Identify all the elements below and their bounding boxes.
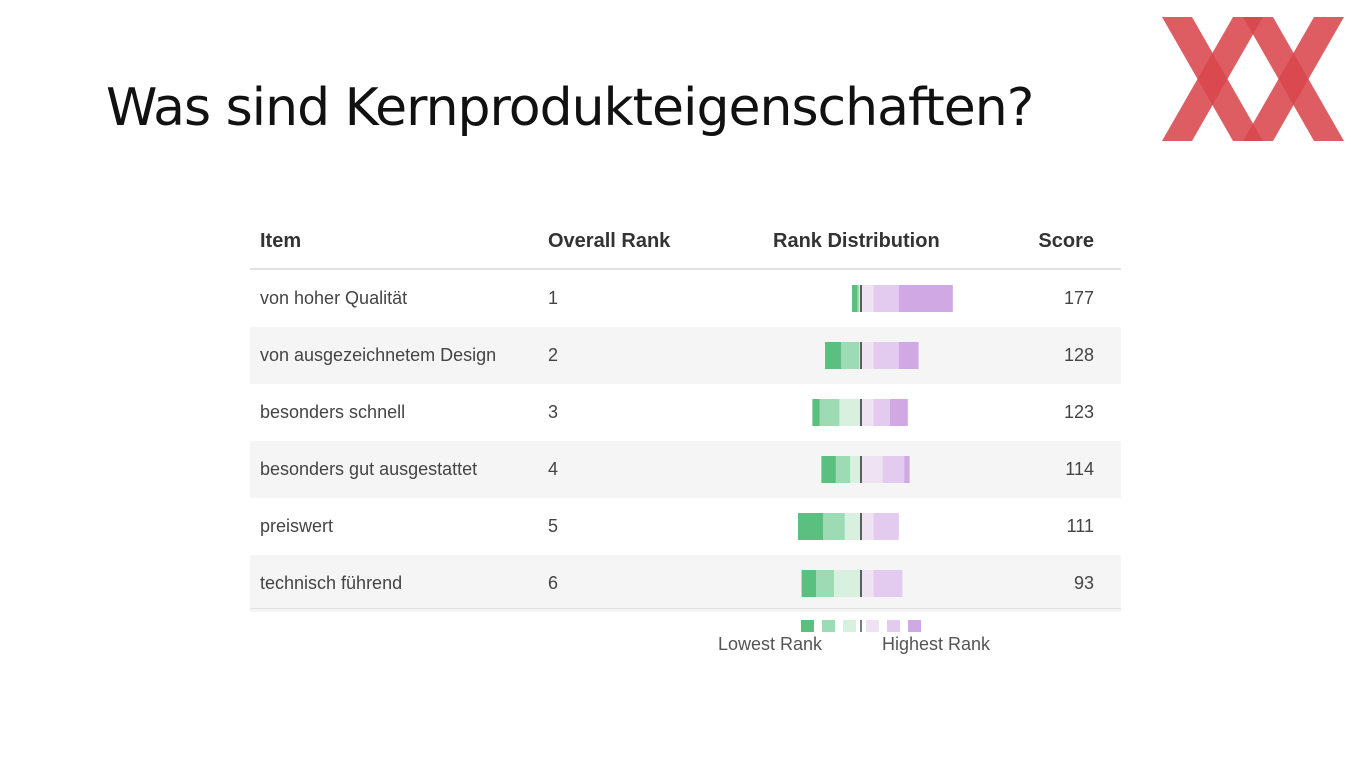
rank-distribution-bar [801,570,903,597]
row-overall-rank: 2 [548,344,559,365]
legend-swatch-rank-5-segment [822,620,835,632]
header-item[interactable]: Item [260,229,302,252]
legend-swatch-rank-6-segment [801,620,814,632]
table-row: besonders gut ausgestattet 4 114 [250,441,1121,498]
rank-3-segment [861,285,874,312]
row-item-label: preiswert [260,515,334,536]
row-item-label: technisch führend [260,572,403,593]
rank-6-segment [801,570,816,597]
table-header: Item Overall Rank Rank Distribution Scor… [250,214,1121,270]
table-row: von ausgezeichnetem Design 2 128 [250,327,1121,384]
rank-1-segment [889,399,908,426]
rank-6-segment [821,456,836,483]
rank-distribution-bar [825,342,919,369]
row-score: 128 [1063,344,1094,365]
rank-6-segment [825,342,842,369]
rank-5-segment [819,399,840,426]
rank-5-segment [841,342,860,369]
brand-logo [1162,17,1344,141]
rank-5-segment [823,513,845,540]
rank-6-segment [812,399,820,426]
rank-2-segment [873,513,899,540]
legend-swatch-rank-2-segment [887,620,900,632]
table-bottom-border [250,608,1121,609]
rank-1-segment [904,456,910,483]
rank-2-segment [873,342,899,369]
rank-6-segment [852,285,858,312]
header-rank-distribution[interactable]: Rank Distribution [773,229,940,252]
rank-4-segment [850,456,861,483]
legend-lowest-rank: Lowest Rank [718,634,823,654]
rank-4-segment [844,513,861,540]
row-item-label: von ausgezeichnetem Design [260,344,497,365]
rank-distribution-bar [821,456,910,483]
legend-swatch-rank-1-segment [908,620,921,632]
rank-3-segment [861,513,874,540]
rank-5-segment [816,570,834,597]
row-overall-rank: 5 [548,515,559,536]
rank-5-segment [857,285,860,312]
legend-swatch-rank-4-segment [843,620,856,632]
rank-5-segment [835,456,851,483]
rank-2-segment [873,285,899,312]
table-row: preiswert 5 111 [250,498,1121,555]
rank-6-segment [798,513,824,540]
rank-distribution-bar [798,513,899,540]
row-item-label: besonders schnell [260,401,406,422]
rank-2-segment [882,456,905,483]
row-score: 111 [1066,515,1094,536]
table-row: von hoher Qualität 1 177 [250,270,1121,327]
row-score: 177 [1063,287,1094,308]
rank-1-segment [898,285,953,312]
slide-title: Was sind Kernprodukteigenschaften? [106,78,1034,138]
row-item-label: von hoher Qualität [260,287,408,308]
rank-2-segment [873,399,890,426]
row-score: 123 [1063,401,1094,422]
rank-2-segment [873,570,903,597]
rank-4-segment [859,285,861,312]
legend-highest-rank: Highest Rank [882,634,991,654]
row-overall-rank: 3 [548,401,559,422]
rank-4-segment [834,570,861,597]
rank-1-segment [898,342,919,369]
rank-3-segment [861,342,874,369]
row-item-label: besonders gut ausgestattet [260,458,478,479]
rank-4-segment [839,399,861,426]
rank-3-segment [861,399,874,426]
row-overall-rank: 6 [548,572,559,593]
header-score[interactable]: Score [1038,229,1094,252]
row-overall-rank: 1 [548,287,559,308]
row-score: 114 [1065,458,1094,479]
table-row: besonders schnell 3 123 [250,384,1121,441]
row-score: 93 [1073,572,1094,593]
rank-4-segment [859,342,861,369]
header-overall-rank[interactable]: Overall Rank [548,229,671,252]
rank-distribution-bar [812,399,908,426]
row-overall-rank: 4 [548,458,559,479]
rank-distribution-bar [852,285,953,312]
rank-3-segment [861,456,883,483]
table-row: technisch führend 6 93 [250,555,1121,612]
rank-table: Item Overall Rank Rank Distribution Scor… [250,214,1121,612]
rank-3-segment [861,570,874,597]
legend-swatch-rank-3-segment [866,620,879,632]
